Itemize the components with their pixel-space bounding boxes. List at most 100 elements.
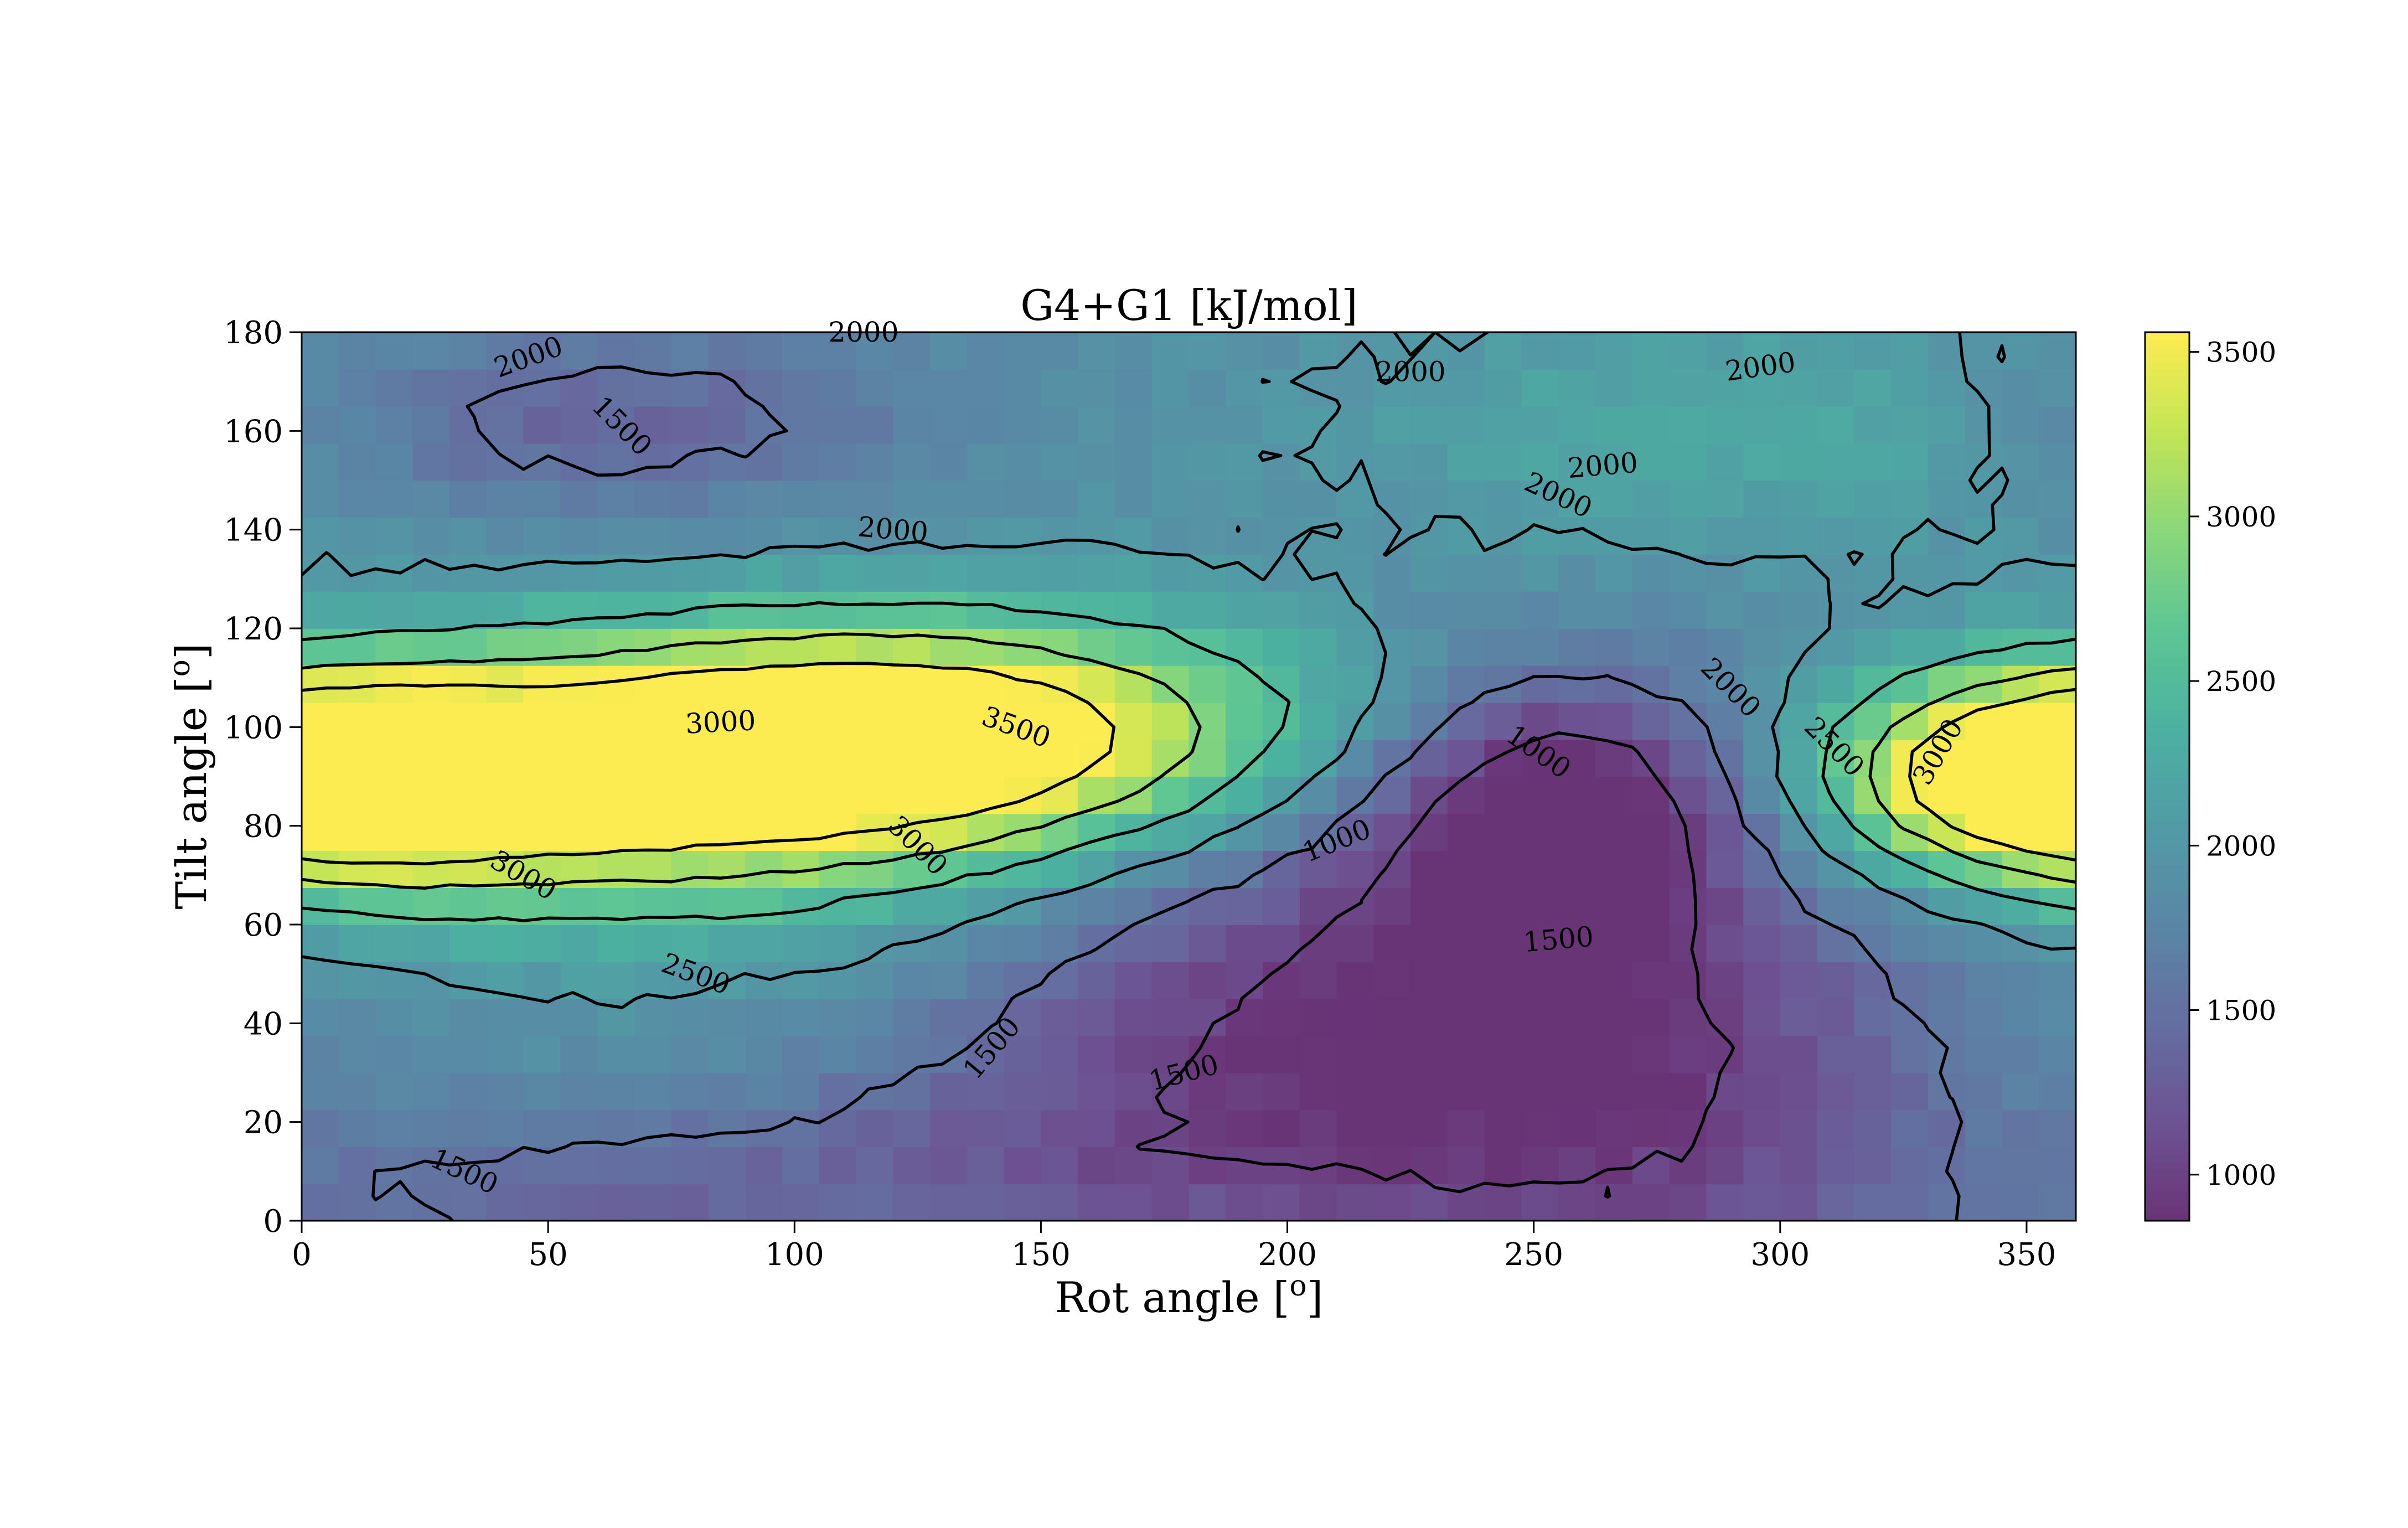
heatmap-cell (856, 998, 894, 1036)
heatmap-cell (1263, 332, 1300, 370)
x-tick-label: 300 (1750, 1237, 1810, 1273)
heatmap-cell (856, 406, 894, 444)
heatmap-cell (338, 369, 376, 407)
heatmap-cell (1780, 1109, 1818, 1148)
heatmap-cell (1447, 554, 1485, 592)
heatmap-cell (1780, 739, 1818, 777)
heatmap-cell (893, 776, 931, 814)
heatmap-cell (560, 332, 598, 370)
heatmap-cell (1336, 850, 1374, 888)
heatmap-cell (560, 591, 598, 629)
heatmap-cell (1004, 480, 1042, 518)
colorbar-band (2145, 925, 2189, 933)
heatmap-cell (856, 776, 894, 814)
colorbar-band (2145, 783, 2189, 792)
heatmap-cell (1041, 480, 1078, 518)
heatmap-cell (1854, 887, 1892, 925)
heatmap-cell (745, 480, 783, 518)
heatmap-cell (2002, 406, 2040, 444)
heatmap-cell (1484, 628, 1522, 666)
heatmap-cell (671, 1035, 709, 1073)
heatmap-cell (634, 739, 672, 777)
heatmap-cell (1078, 480, 1115, 518)
heatmap-cell (1521, 591, 1559, 629)
heatmap-cell (2039, 776, 2076, 814)
heatmap-cell (1558, 925, 1596, 962)
heatmap-cell (412, 1072, 450, 1111)
heatmap-cell (819, 1109, 857, 1148)
heatmap-cell (412, 850, 450, 888)
heatmap-cell (2039, 1147, 2076, 1184)
heatmap-cell (671, 739, 709, 777)
heatmap-cell (1743, 887, 1781, 925)
heatmap-cell (856, 591, 894, 629)
heatmap-cell (1669, 887, 1707, 925)
contour-line-2000 (302, 332, 2076, 1009)
colorbar-band (2145, 473, 2189, 481)
heatmap-cell (893, 813, 931, 851)
heatmap-cell (1041, 739, 1078, 777)
heatmap-cell (930, 1147, 968, 1184)
heatmap-cell (634, 332, 672, 370)
heatmap-cell (671, 887, 709, 925)
heatmap-cell (745, 665, 783, 703)
heatmap-cell (634, 1035, 672, 1073)
heatmap-cell (1743, 1035, 1781, 1073)
heatmap-cell (1632, 925, 1670, 962)
heatmap-cell (819, 925, 857, 962)
heatmap-cell (597, 850, 635, 888)
heatmap-cell (338, 925, 376, 962)
colorbar-band (2145, 1117, 2189, 1125)
heatmap-cell (1410, 1035, 1448, 1073)
heatmap-cell (1004, 665, 1042, 703)
heatmap-cell (1521, 554, 1559, 592)
heatmap-cell (1558, 1072, 1596, 1111)
heatmap-cell (1447, 925, 1485, 962)
y-axis: 0 20 40 60 80 100 120 140 160 180 (224, 315, 302, 1240)
heatmap-cell (1706, 850, 1744, 888)
heatmap-cell (708, 628, 746, 666)
heatmap-cell (1706, 369, 1744, 407)
heatmap-cell (1891, 332, 1929, 370)
heatmap-cell (1410, 1109, 1448, 1148)
heatmap-cell (967, 1072, 1005, 1111)
colorbar-band (2145, 554, 2189, 562)
heatmap-cell (856, 480, 894, 518)
heatmap-cell (893, 665, 931, 703)
heatmap-cell (930, 591, 968, 629)
heatmap-cell (1632, 776, 1670, 814)
heatmap-cell (967, 925, 1005, 962)
heatmap-cell (1078, 887, 1115, 925)
heatmap-cell (930, 1035, 968, 1073)
heatmap-cell (1558, 480, 1596, 518)
heatmap-cell (1078, 998, 1115, 1036)
heatmap-cell (1151, 628, 1190, 666)
heatmap-cell (893, 739, 931, 777)
heatmap-cell (302, 369, 339, 407)
heatmap-cell (375, 1035, 414, 1073)
heatmap-cell (745, 554, 783, 592)
y-axis-label: Tilt angle [o] (163, 643, 216, 910)
heatmap-cell (634, 998, 672, 1036)
heatmap-cell (1004, 517, 1042, 555)
heatmap-cell (1706, 1184, 1744, 1221)
heatmap-cell (1632, 591, 1670, 629)
heatmap-cell (1743, 776, 1781, 814)
heatmap-cell (1743, 443, 1781, 481)
heatmap-cell (745, 850, 783, 888)
colorbar-band (2145, 495, 2189, 503)
heatmap-cell (782, 591, 820, 629)
colorbar-band (2145, 376, 2189, 385)
heatmap-cell (1151, 554, 1190, 592)
heatmap-cell (1115, 480, 1153, 518)
heatmap-cell (1115, 998, 1153, 1036)
colorbar-band (2145, 880, 2189, 888)
heatmap-cell (1558, 591, 1596, 629)
heatmap-cell (1115, 554, 1153, 592)
heatmap-cell (1041, 1184, 1078, 1221)
heatmap-cell (338, 1035, 376, 1073)
heatmap-cell (930, 443, 968, 481)
heatmap-cell (1743, 665, 1781, 703)
heatmap-cell (1817, 369, 1855, 407)
colorbar-band (2145, 524, 2189, 533)
